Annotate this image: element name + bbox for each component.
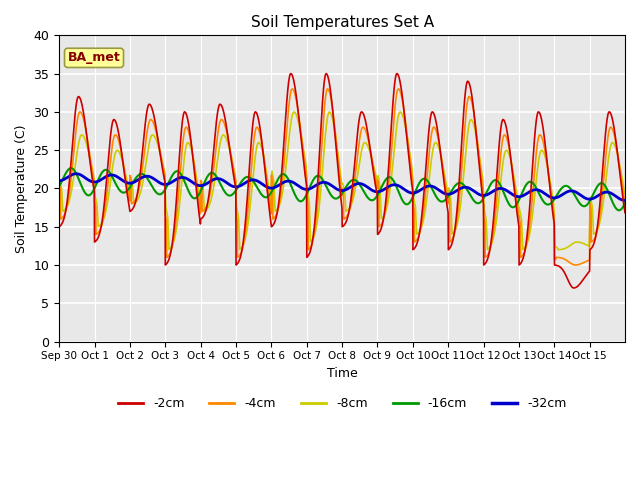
Title: Soil Temperatures Set A: Soil Temperatures Set A bbox=[250, 15, 434, 30]
-4cm bbox=[376, 223, 384, 228]
-32cm bbox=[545, 193, 552, 199]
-2cm bbox=[621, 210, 629, 216]
-4cm bbox=[55, 180, 63, 186]
-8cm bbox=[545, 170, 552, 176]
Text: BA_met: BA_met bbox=[68, 51, 120, 64]
-16cm bbox=[613, 207, 621, 213]
Line: -4cm: -4cm bbox=[59, 89, 625, 265]
-8cm bbox=[234, 211, 242, 216]
-32cm bbox=[72, 171, 80, 177]
-16cm bbox=[545, 202, 552, 207]
-4cm bbox=[288, 86, 296, 92]
-16cm bbox=[615, 207, 623, 213]
-32cm bbox=[613, 194, 621, 200]
-32cm bbox=[55, 178, 63, 184]
-32cm bbox=[112, 173, 120, 179]
-4cm bbox=[234, 254, 242, 260]
-8cm bbox=[513, 191, 520, 196]
-2cm bbox=[234, 260, 242, 266]
Line: -2cm: -2cm bbox=[59, 73, 625, 288]
-16cm bbox=[112, 181, 120, 187]
Y-axis label: Soil Temperature (C): Soil Temperature (C) bbox=[15, 124, 28, 252]
-32cm bbox=[376, 189, 384, 194]
-16cm bbox=[513, 202, 520, 207]
-16cm bbox=[376, 187, 384, 192]
-32cm bbox=[621, 197, 629, 203]
-4cm bbox=[545, 172, 552, 178]
-4cm bbox=[614, 149, 621, 155]
Line: -32cm: -32cm bbox=[59, 174, 625, 200]
-2cm bbox=[570, 285, 578, 291]
Line: -16cm: -16cm bbox=[59, 168, 625, 210]
-4cm bbox=[112, 132, 120, 138]
-32cm bbox=[513, 193, 520, 199]
-2cm bbox=[287, 71, 294, 76]
-4cm bbox=[572, 262, 579, 268]
-2cm bbox=[513, 207, 520, 213]
-2cm bbox=[55, 224, 63, 229]
-8cm bbox=[55, 176, 63, 182]
-8cm bbox=[554, 247, 562, 252]
-2cm bbox=[112, 119, 120, 124]
-8cm bbox=[112, 149, 120, 155]
-16cm bbox=[621, 200, 629, 206]
-8cm bbox=[614, 151, 621, 157]
-2cm bbox=[545, 173, 552, 179]
-16cm bbox=[67, 165, 75, 171]
-32cm bbox=[234, 184, 242, 190]
-8cm bbox=[621, 191, 629, 196]
-16cm bbox=[55, 183, 63, 189]
-8cm bbox=[290, 109, 298, 115]
-8cm bbox=[376, 191, 384, 197]
-2cm bbox=[376, 228, 384, 234]
Line: -8cm: -8cm bbox=[59, 112, 625, 250]
X-axis label: Time: Time bbox=[326, 367, 358, 380]
-16cm bbox=[234, 184, 242, 190]
-2cm bbox=[614, 150, 621, 156]
-4cm bbox=[621, 201, 629, 206]
Legend: -2cm, -4cm, -8cm, -16cm, -32cm: -2cm, -4cm, -8cm, -16cm, -32cm bbox=[113, 392, 572, 415]
-4cm bbox=[513, 198, 520, 204]
